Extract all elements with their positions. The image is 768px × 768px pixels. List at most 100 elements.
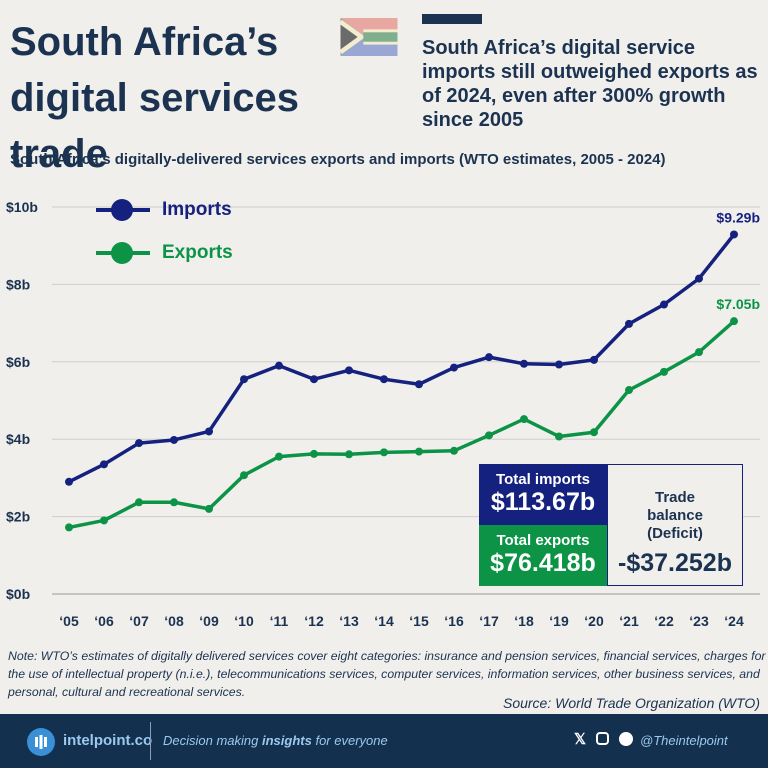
instagram-icon[interactable] (596, 732, 610, 745)
x-tick-label: ‘10 (234, 613, 254, 629)
y-tick-label: $10b (6, 199, 38, 215)
x-tick-label: ‘22 (654, 613, 674, 629)
title-line-1: South Africa’s (10, 20, 279, 64)
data-point-exports (730, 317, 738, 326)
data-point-imports (345, 366, 353, 375)
x-tick-label: ‘14 (374, 613, 394, 629)
data-point-exports (345, 450, 353, 459)
x-tick-label: ‘24 (724, 613, 744, 629)
x-tick-label: ‘16 (444, 613, 464, 629)
social-handle[interactable]: @Theintelpoint (640, 733, 728, 748)
y-tick-label: $2b (6, 509, 30, 525)
data-point-imports (380, 375, 388, 384)
tagline: Decision making insights for everyone (163, 733, 388, 748)
data-point-exports (170, 498, 178, 507)
x-tick-label: ‘13 (339, 613, 359, 629)
data-point-imports (170, 435, 178, 444)
x-tick-label: ‘20 (584, 613, 604, 629)
trade-balance-box: Trade balance (Deficit) -$37.252b (607, 464, 743, 586)
x-tick-label: ‘15 (409, 613, 429, 629)
data-point-exports (310, 449, 318, 458)
y-tick-label: $4b (6, 431, 30, 447)
x-icon[interactable]: 𝕏 (574, 731, 587, 748)
x-tick-label: ‘06 (94, 613, 114, 629)
legend-marker-imports (111, 199, 133, 221)
y-tick-label: $8b (6, 276, 30, 292)
data-point-exports (100, 516, 108, 525)
x-tick-label: ‘17 (479, 613, 499, 629)
end-value-label: $7.05b (716, 296, 760, 312)
data-point-exports (135, 498, 143, 507)
end-value-label: $9.29b (716, 209, 760, 225)
data-point-imports (310, 375, 318, 384)
trade-balance-label: Trade balance (Deficit) (647, 489, 703, 542)
y-tick-label: $0b (6, 586, 30, 602)
data-point-imports (100, 460, 108, 469)
page-title: South Africa’s digital services trade (10, 14, 340, 182)
x-tick-label: ‘23 (689, 613, 709, 629)
x-tick-label: ‘07 (129, 613, 149, 629)
series-line-exports (68, 319, 736, 530)
data-point-exports (555, 432, 563, 441)
data-point-imports (135, 439, 143, 448)
data-point-exports (625, 386, 633, 395)
data-point-exports (590, 428, 598, 437)
tagline-pre: Decision making (163, 733, 262, 748)
data-point-imports (625, 319, 633, 328)
y-tick-label: $6b (6, 354, 30, 370)
data-point-imports (415, 380, 423, 389)
x-tick-label: ‘12 (304, 613, 324, 629)
series-line-imports (68, 233, 736, 484)
x-tick-label: ‘09 (199, 613, 219, 629)
legend-imports-label: Imports (162, 199, 232, 220)
tagline-emphasis: insights (262, 733, 312, 748)
data-point-exports (695, 348, 703, 357)
x-tick-label: ‘18 (514, 613, 534, 629)
brand-link[interactable]: intelpoint.co (63, 732, 153, 749)
social-links: 𝕏 (574, 730, 634, 748)
trade-balance-value: -$37.252b (618, 549, 732, 577)
footnote: Note: WTO’s estimates of digitally deliv… (8, 649, 766, 699)
chart-subtitle: South Africa’s digitally-delivered servi… (10, 151, 666, 168)
data-point-exports (660, 367, 668, 376)
data-point-imports (555, 360, 563, 369)
x-tick-label: ‘11 (270, 613, 289, 629)
legend-exports-label: Exports (162, 242, 233, 263)
facebook-icon[interactable] (619, 732, 634, 746)
data-point-imports (65, 477, 73, 486)
data-point-imports (590, 355, 598, 364)
data-point-imports (205, 427, 213, 436)
data-point-exports (205, 504, 213, 513)
legend-exports: Exports (162, 242, 233, 264)
headline-accent-bar (422, 14, 482, 24)
data-point-imports (275, 361, 283, 370)
tagline-post: for everyone (311, 733, 388, 748)
line-chart: $0b $2b $4b $6b $8b $10b ‘05 ‘06 ‘07 ‘08 ‘09 ‘10 ‘11… (6, 199, 760, 629)
data-point-exports (520, 415, 528, 424)
data-point-exports (240, 471, 248, 480)
data-point-exports (415, 447, 423, 456)
x-tick-label: ‘08 (164, 613, 184, 629)
data-point-exports (275, 452, 283, 461)
data-point-exports (450, 446, 458, 455)
data-point-exports (380, 448, 388, 457)
total-imports-label: Total imports (496, 471, 590, 488)
data-point-exports (65, 523, 73, 532)
legend-marker-exports (111, 242, 133, 264)
data-point-imports (520, 359, 528, 368)
x-tick-label: ‘19 (549, 613, 569, 629)
data-point-imports (450, 363, 458, 372)
title-line-2: digital services trade (10, 76, 300, 176)
headline-text: South Africa’s digital service imports s… (422, 37, 758, 131)
data-point-exports (485, 431, 493, 440)
intelpoint-logo-icon[interactable] (27, 728, 55, 756)
data-point-imports (240, 375, 248, 384)
footer-bar: intelpoint.co Decision making insights f… (0, 714, 768, 768)
x-tick-label: ‘05 (59, 613, 79, 629)
data-point-imports (695, 274, 703, 283)
footer-divider (150, 722, 151, 760)
data-point-imports (660, 300, 668, 309)
total-imports-box: Total imports $113.67b (479, 464, 607, 525)
legend-imports: Imports (162, 199, 232, 221)
x-tick-label: ‘21 (619, 613, 639, 629)
